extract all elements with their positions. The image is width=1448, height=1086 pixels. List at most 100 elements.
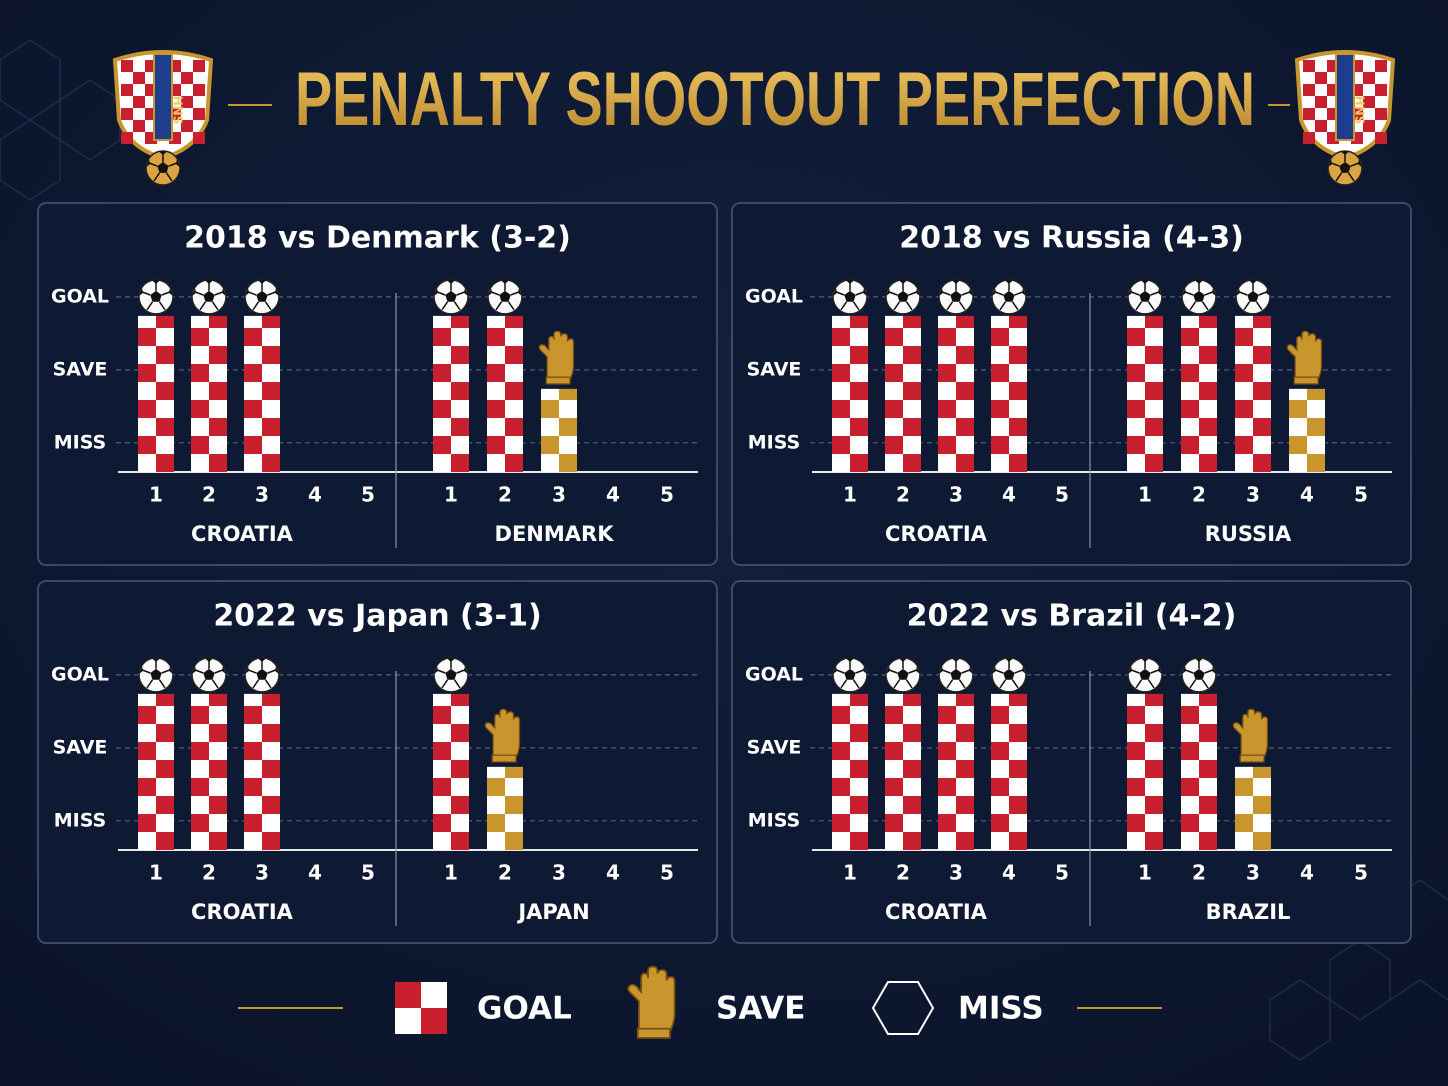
x-tick-label: 1	[1138, 483, 1152, 507]
ball-icon	[885, 279, 921, 315]
ball-icon	[138, 279, 174, 315]
panel-title: 2018 vs Denmark (3-2)	[184, 221, 571, 256]
ball-patch	[434, 658, 468, 674]
bar	[487, 315, 523, 472]
ball-seams	[247, 659, 277, 689]
crest-check	[133, 96, 145, 108]
ball-icon	[244, 657, 280, 693]
x-tick-label: 5	[1354, 483, 1368, 507]
ball-patch	[192, 280, 226, 296]
ball-seams	[1184, 281, 1214, 311]
ball-patch	[1182, 280, 1216, 296]
legend-label: SAVE	[716, 991, 805, 1027]
x-tick-label: 3	[255, 483, 269, 507]
crest-check	[1363, 96, 1375, 108]
glove-cuff	[636, 1027, 671, 1039]
y-tick-label: SAVE	[53, 358, 108, 380]
ball-patch	[992, 658, 1026, 674]
ball-icon	[138, 657, 174, 693]
bar	[191, 315, 227, 472]
crest-check	[121, 108, 133, 120]
x-tick-label: 1	[1138, 861, 1152, 885]
ball-seams	[148, 153, 178, 182]
y-tick-label: GOAL	[745, 663, 803, 685]
ball-patch	[1193, 290, 1205, 302]
glove-icon	[484, 708, 521, 763]
x-tick-label: 2	[896, 483, 910, 507]
glove-icon	[538, 330, 575, 385]
crest-check	[121, 60, 133, 72]
crest-check	[121, 84, 133, 96]
glove-shape	[627, 965, 676, 1035]
ball-icon	[1181, 279, 1217, 315]
x-tick-label: 2	[498, 483, 512, 507]
x-tick-label: 4	[308, 861, 322, 885]
legend-swatch	[871, 981, 935, 1035]
hex-pattern	[0, 39, 1448, 1061]
x-tick-label: 5	[361, 483, 375, 507]
ball-patch	[939, 280, 973, 296]
ball-icon	[1327, 150, 1363, 186]
ball-seams	[194, 659, 224, 689]
crest-check	[1315, 72, 1327, 84]
ball-icon	[938, 657, 974, 693]
crest-text: HNS	[171, 96, 185, 125]
ball-patch	[950, 290, 962, 302]
crest-check	[193, 108, 205, 120]
ball-patch	[844, 668, 856, 680]
x-tick-label: 3	[255, 861, 269, 885]
ball-patch	[886, 658, 920, 674]
ball-seams	[436, 281, 466, 311]
ball-patch	[488, 280, 522, 296]
ball-patch	[1182, 658, 1216, 674]
ball-icon	[938, 279, 974, 315]
bar	[938, 693, 974, 850]
x-tick-label: 2	[1192, 483, 1206, 507]
glove-icon	[1286, 330, 1323, 385]
panel-title: 2022 vs Japan (3-1)	[213, 599, 541, 634]
ball-patch	[1139, 668, 1151, 680]
y-tick-label: MISS	[748, 809, 801, 831]
bar	[244, 693, 280, 850]
crest-check	[1303, 108, 1315, 120]
ball-patch	[1328, 151, 1362, 167]
glove-cuff	[1239, 754, 1265, 763]
x-tick-label: 3	[949, 861, 963, 885]
panel-title: 2018 vs Russia (4-3)	[899, 221, 1244, 256]
ball-seams	[194, 281, 224, 311]
ball-patch	[203, 290, 215, 302]
ball-seams	[888, 281, 918, 311]
x-tick-label: 1	[149, 483, 163, 507]
crest-check	[193, 60, 205, 72]
ball-icon	[991, 279, 1027, 315]
main-title: PENALTY SHOOTOUT PERFECTION	[295, 57, 1255, 142]
ball-icon	[145, 150, 181, 186]
crest-check	[1303, 132, 1315, 144]
x-tick-label: 4	[606, 483, 620, 507]
ball-patch	[844, 290, 856, 302]
panel: 2022 vs Brazil (4-2) GOAL SAVE MISS 1 2 3 4 5 CRO…	[731, 580, 1412, 944]
team-label: BRAZIL	[1206, 900, 1291, 924]
glove-icon	[1232, 708, 1269, 763]
ball-patch	[886, 280, 920, 296]
x-tick-label: 1	[843, 861, 857, 885]
ball-patch	[1003, 668, 1015, 680]
glove-cuff	[1293, 376, 1319, 385]
panel: 2022 vs Japan (3-1) GOAL SAVE MISS 1 2 3 4 5 CROA…	[37, 580, 718, 944]
x-tick-label: 2	[498, 861, 512, 885]
crest-check	[193, 84, 205, 96]
glove-shape	[1232, 708, 1269, 760]
ball-icon	[244, 279, 280, 315]
ball-patch	[150, 290, 162, 302]
y-tick-label: GOAL	[51, 285, 109, 307]
crest-text: HNS	[1353, 96, 1367, 125]
ball-patch	[245, 658, 279, 674]
team-label: DENMARK	[495, 522, 615, 546]
ball-icon	[1235, 279, 1271, 315]
bar	[1289, 388, 1325, 472]
ball-patch	[434, 280, 468, 296]
ball-patch	[950, 668, 962, 680]
bar	[1235, 315, 1271, 472]
panel: 2018 vs Denmark (3-2) GOAL SAVE MISS 1 2 3 4 5 CR…	[37, 202, 718, 566]
legend: GOAL SAVE MISS	[395, 965, 1044, 1039]
